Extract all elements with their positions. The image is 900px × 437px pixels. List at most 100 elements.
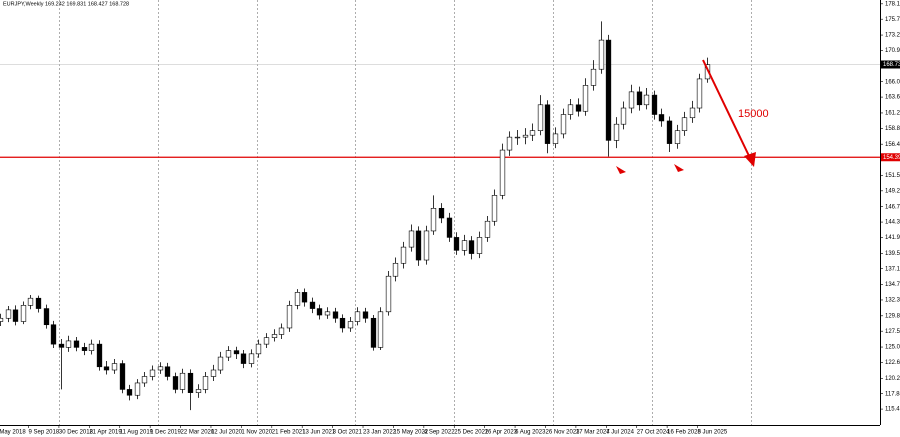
y-tick-label: 163.69 [885, 95, 900, 101]
candle-body [286, 305, 293, 329]
candle-body [65, 340, 72, 348]
arrow-head [744, 152, 756, 167]
candle-body [392, 262, 399, 277]
x-tick-label: 27 Oct 2024 [637, 430, 670, 436]
x-tick-label: 21 Feb 2021 [272, 430, 306, 436]
arrow-shaft [702, 59, 751, 159]
y-tick-label: 141.99 [885, 235, 900, 241]
y-tick-label: 122.67 [885, 360, 900, 366]
candle-body [119, 363, 126, 390]
y-tick-label: 151.58 [885, 173, 900, 179]
candle-body [332, 311, 339, 319]
candle-body [582, 85, 589, 112]
y-tick-label: 161.24 [885, 111, 900, 117]
candle-body [499, 149, 506, 196]
x-tick-label: 8 Jun 2025 [698, 430, 728, 436]
candle-body [446, 217, 453, 238]
candle-body [187, 372, 194, 393]
y-tick-label: 137.16 [885, 266, 900, 272]
x-tick-label: 9 Sep 2018 [29, 430, 60, 436]
x-tick-label: 23 Jan 2022 [363, 430, 397, 436]
marker-arrow [674, 164, 684, 172]
candle-body [689, 107, 696, 119]
candle-body [149, 369, 156, 377]
candle-body [423, 230, 430, 261]
candle-body [529, 130, 536, 136]
candle-body [111, 363, 118, 371]
marker-arrow [616, 166, 626, 174]
candle-body [347, 321, 354, 329]
x-tick-label: 12 Jul 2020 [211, 430, 243, 436]
candle-body [666, 120, 673, 144]
x-tick-label: 26 Nov 2023 [545, 430, 580, 436]
candle-body [598, 39, 605, 70]
candle-body [164, 366, 171, 377]
candle-body [377, 311, 384, 348]
current-price-box [881, 60, 900, 69]
candle-body [43, 308, 50, 326]
candle-body [157, 366, 164, 371]
candle-body [415, 230, 422, 261]
candle-body [35, 297, 42, 309]
y-tick-label: 156.41 [885, 142, 900, 148]
candle-body [316, 308, 323, 316]
candle-body [255, 343, 262, 355]
y-tick-label: 175.73 [885, 17, 900, 23]
candle-body [681, 117, 688, 131]
candle-body [27, 297, 34, 306]
candle-body [195, 389, 202, 393]
y-tick-label: 144.37 [885, 220, 900, 226]
x-tick-label: 6 Aug 2023 [515, 430, 546, 436]
candle-body [362, 311, 369, 319]
candle-body [50, 324, 57, 345]
y-tick-label: 115.46 [885, 407, 900, 413]
candle-body [210, 369, 217, 377]
candle-body [651, 94, 658, 115]
y-tick-label: 127.50 [885, 329, 900, 335]
candle-body [605, 39, 612, 141]
candle-body [522, 134, 529, 138]
candle-body [537, 104, 544, 131]
x-tick-label: 11 Aug 2019 [120, 430, 154, 436]
candle-body [271, 334, 278, 338]
candle-body [613, 123, 620, 141]
candle-body [88, 343, 95, 351]
candle-body [636, 91, 643, 106]
candle-body [301, 292, 308, 303]
y-tick-label: 158.86 [885, 126, 900, 132]
x-tick-label: 22 Mar 2020 [181, 430, 215, 436]
annotation: 15000 [738, 108, 769, 120]
y-tick-label: 120.22 [885, 376, 900, 382]
candle-body [134, 382, 141, 396]
candle-body [560, 114, 567, 135]
candle-body [453, 237, 460, 251]
candle-body [354, 311, 361, 322]
y-tick-label: 170.90 [885, 48, 900, 54]
candle-body [12, 309, 19, 322]
x-tick-label: 4 Sep 2022 [424, 430, 455, 436]
candle-body [491, 195, 498, 222]
candle-body [506, 136, 513, 151]
y-tick-label: 117.84 [885, 391, 900, 397]
candle-body [484, 220, 491, 238]
candle-body [461, 240, 468, 251]
candle-body [370, 317, 377, 348]
x-tick-label: 1 Nov 2020 [241, 430, 272, 436]
candle-body [575, 104, 582, 112]
candle-body [696, 78, 703, 109]
candle-body [172, 376, 179, 390]
candle-body [141, 376, 148, 384]
candle-body [476, 237, 483, 254]
x-tick-label: 30 Dec 2018 [59, 430, 94, 436]
candle-body [628, 91, 635, 109]
y-tick-label: 178.11 [885, 1, 900, 7]
candle-body [438, 207, 445, 219]
y-tick-label: 129.88 [885, 313, 900, 319]
candle-body [408, 230, 415, 248]
candle-body [103, 366, 110, 371]
candle-body [385, 275, 392, 313]
x-tick-label: 16 Feb 2025 [667, 430, 701, 436]
candle-body [430, 207, 437, 232]
y-tick-label: 139.54 [885, 251, 900, 257]
